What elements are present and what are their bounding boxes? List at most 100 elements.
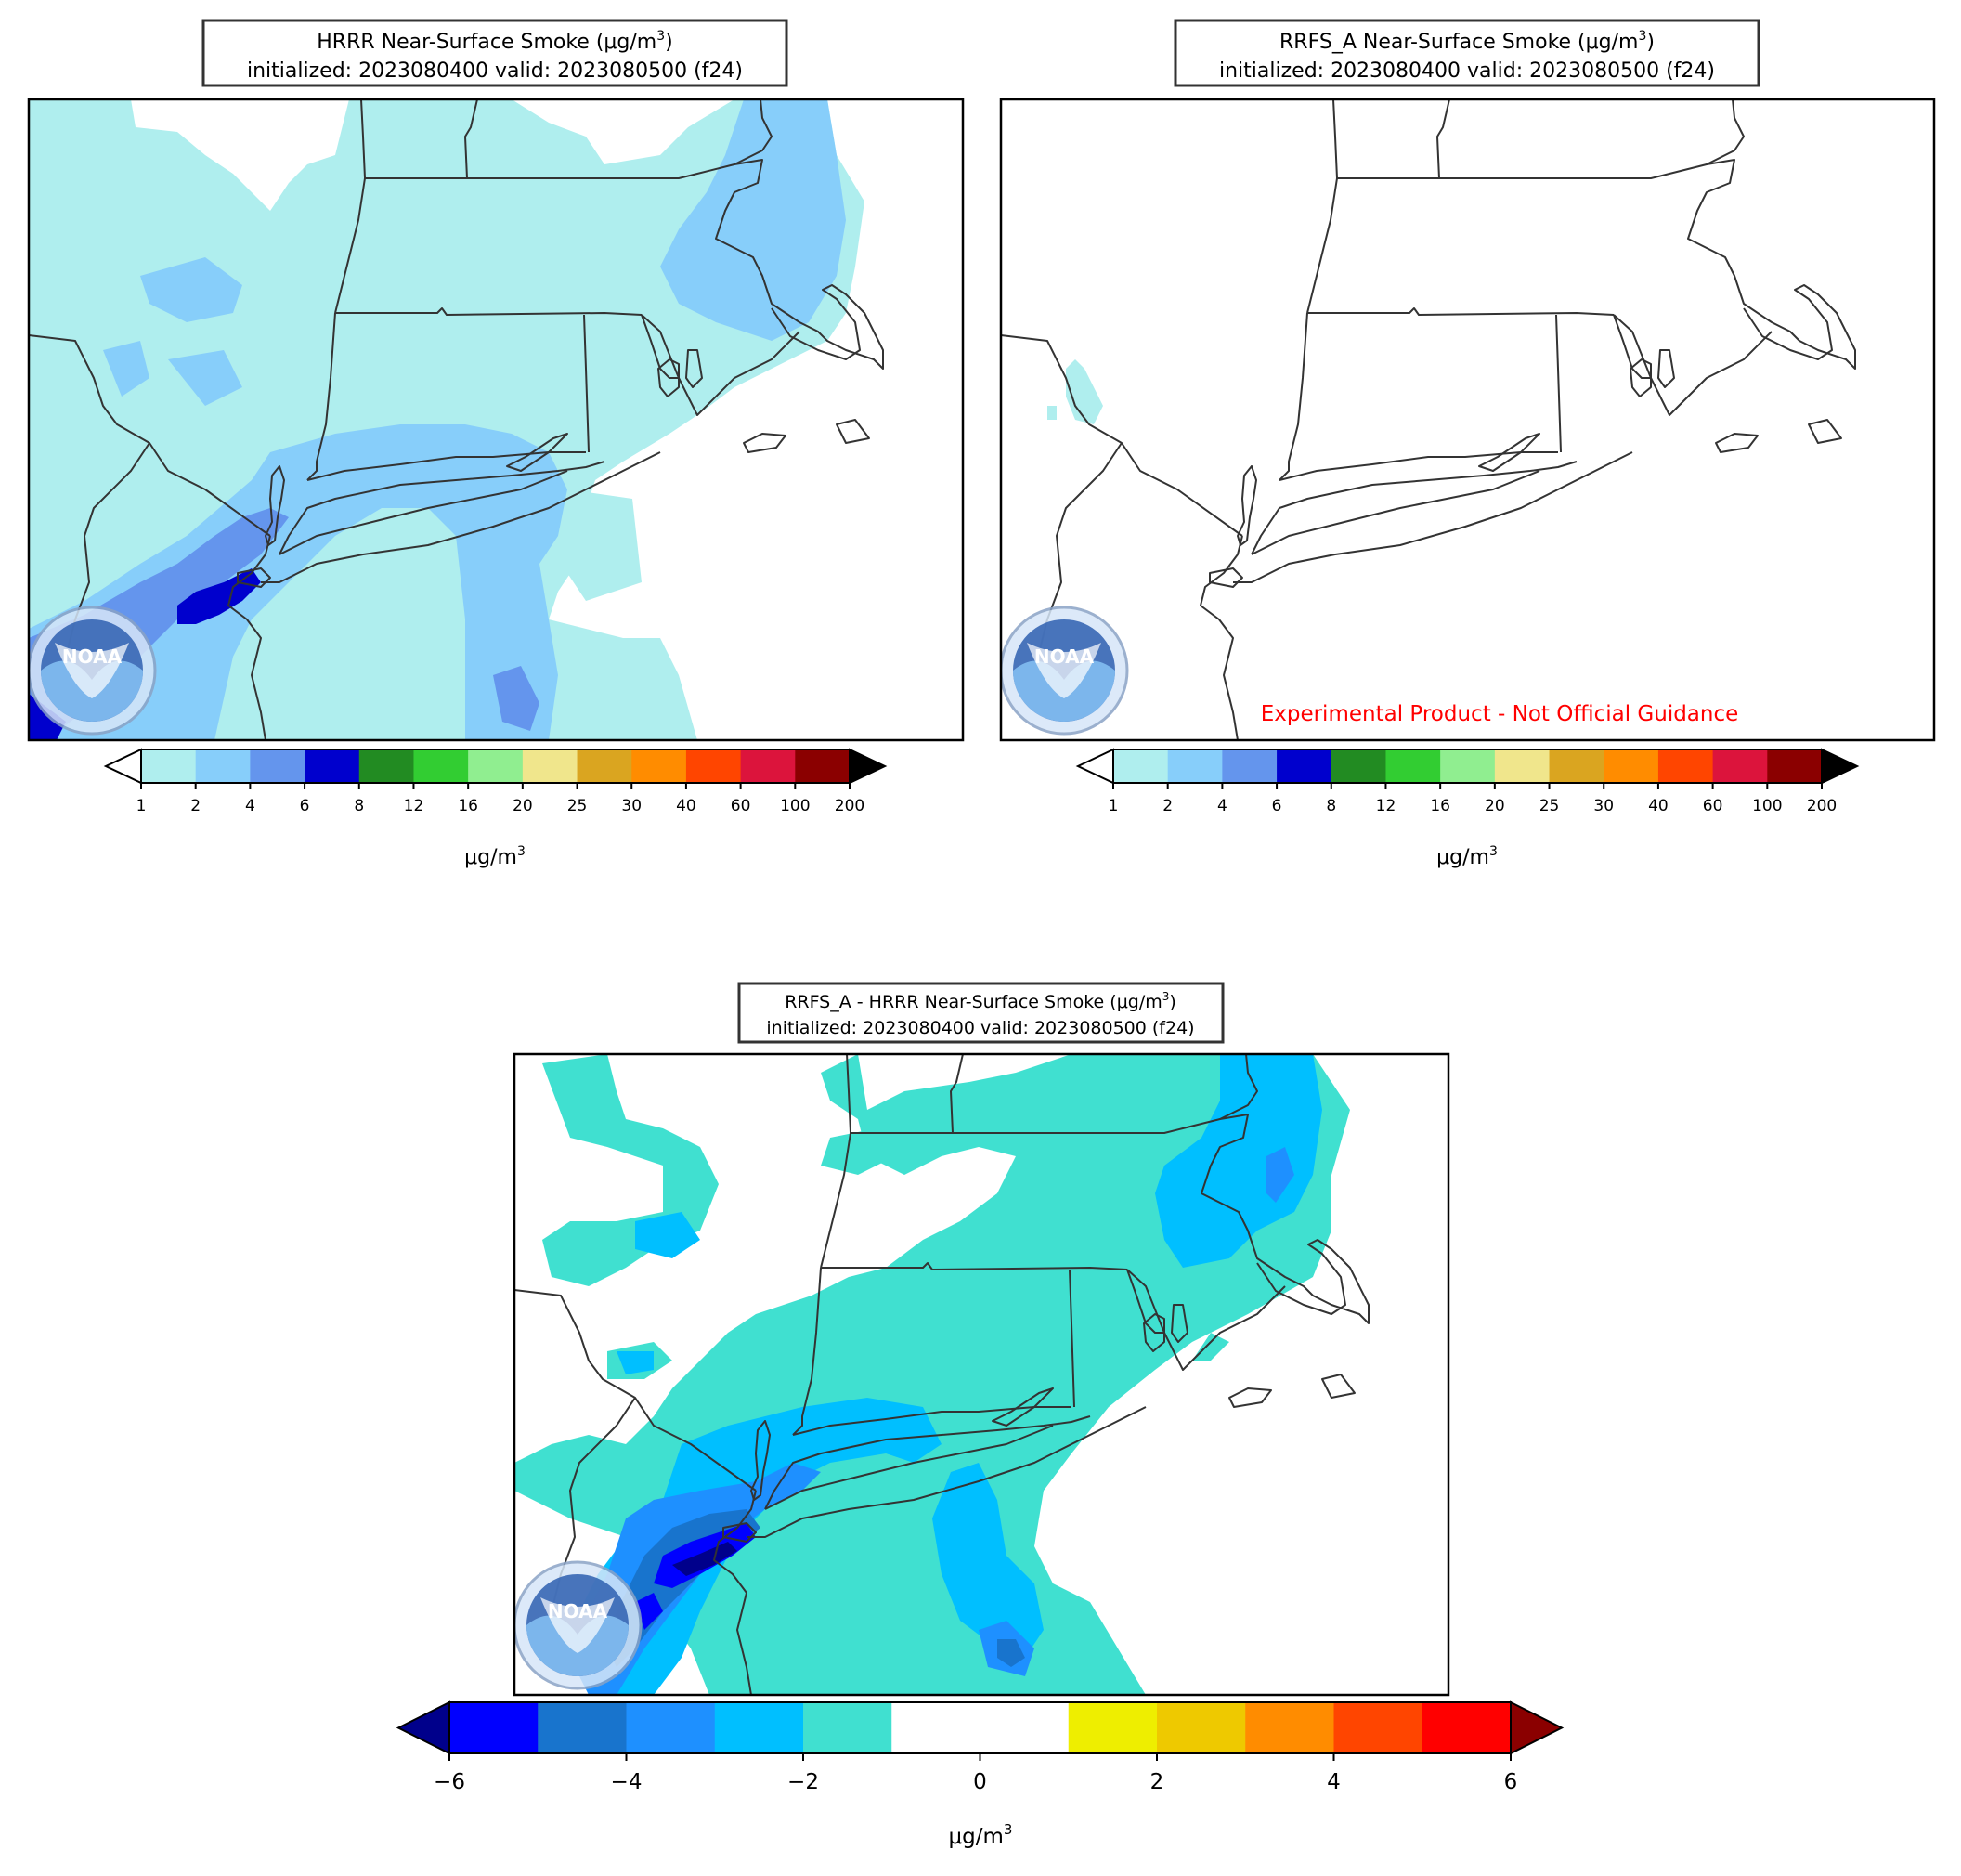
rrfs-colorbar-swatch xyxy=(1440,749,1496,783)
hrrr-colorbar-under-triangle xyxy=(103,748,142,785)
hrrr-colorbar-tick-label: 2 xyxy=(190,797,201,815)
diff-colorbar-swatch xyxy=(1068,1702,1158,1753)
diff-colorbar-swatch xyxy=(714,1702,804,1753)
hrrr-colorbar-swatch xyxy=(250,749,305,783)
hrrr-colorbar-tick-label: 1 xyxy=(136,797,147,815)
diff-colorbar: −6 −4 −2 0 2 4 6 xyxy=(396,1700,1565,1794)
svg-text:NOAA: NOAA xyxy=(548,1600,608,1622)
hrrr-colorbar-tick-label: 25 xyxy=(567,797,588,815)
diff-colorbar-swatch xyxy=(1157,1702,1246,1753)
hrrr-colorbar-over-triangle xyxy=(849,748,888,785)
hrrr-colorbar-swatch xyxy=(358,749,414,783)
svg-text:NOAA: NOAA xyxy=(62,645,123,668)
rrfs-colorbar-tick-label: 1 xyxy=(1109,797,1119,815)
rrfs-colorbar-swatch xyxy=(1385,749,1441,783)
hrrr-colorbar-tick-label: 12 xyxy=(404,797,424,815)
hrrr-colorbar-swatch xyxy=(522,749,578,783)
rrfs-colorbar-tick-label: 100 xyxy=(1752,797,1782,815)
rrfs-panel: RRFS_A Near-Surface Smoke (μg/m3) initia… xyxy=(999,19,1936,869)
diff-colorbar-tick-label: −4 xyxy=(611,1770,643,1794)
rrfs-colorbar-tick-label: 20 xyxy=(1485,797,1505,815)
rrfs-colorbar-swatch xyxy=(1167,749,1223,783)
hrrr-noaa-logo: NOAA xyxy=(29,606,157,736)
hrrr-colorbar-tick-label: 8 xyxy=(354,797,364,815)
rrfs-colorbar-swatch xyxy=(1222,749,1278,783)
rrfs-colorbar-swatch xyxy=(1331,749,1386,783)
diff-colorbar-tick-label: 6 xyxy=(1504,1770,1518,1794)
diff-colorbar-tick-label: −2 xyxy=(787,1770,819,1794)
rrfs-colorbar-label: μg/m3 xyxy=(1436,844,1498,869)
rrfs-colorbar-tick-label: 8 xyxy=(1326,797,1336,815)
diff-colorbar-tick-label: 0 xyxy=(973,1770,987,1794)
hrrr-title-box xyxy=(201,19,788,87)
rrfs-colorbar-tick-label: 6 xyxy=(1272,797,1282,815)
diff-colorbar-under-triangle xyxy=(396,1700,450,1755)
rrfs-smoke-light xyxy=(1047,359,1103,424)
rrfs-colorbar-swatch xyxy=(1712,749,1768,783)
rrfs-colorbar-under-triangle xyxy=(1075,748,1114,785)
diff-colorbar-swatch xyxy=(803,1702,892,1753)
rrfs-colorbar-tick-label: 60 xyxy=(1703,797,1723,815)
diff-title-box xyxy=(737,982,1225,1044)
rrfs-colorbar-swatch xyxy=(1277,749,1332,783)
hrrr-colorbar-tick-label: 60 xyxy=(731,797,751,815)
diff-colorbar-over-triangle xyxy=(1510,1700,1565,1755)
hrrr-map: NOAA xyxy=(29,99,963,740)
rrfs-colorbar-tick-label: 16 xyxy=(1430,797,1450,815)
hrrr-colorbar: 1 2 4 6 8 12 16 20 25 30 40 60 100 200 xyxy=(103,748,888,815)
hrrr-colorbar-swatch xyxy=(577,749,632,783)
diff-colorbar-swatch xyxy=(1422,1702,1512,1753)
diff-colorbar-swatch xyxy=(538,1702,627,1753)
rrfs-colorbar-tick-label: 2 xyxy=(1162,797,1173,815)
rrfs-colorbar: 1 2 4 6 8 12 16 20 25 30 40 60 100 200 xyxy=(1075,748,1860,815)
hrrr-colorbar-swatch xyxy=(141,749,197,783)
hrrr-colorbar-swatch xyxy=(413,749,469,783)
diff-colorbar-swatch xyxy=(891,1702,980,1753)
hrrr-colorbar-swatch xyxy=(305,749,360,783)
rrfs-map: NOAA xyxy=(1001,99,1934,740)
rrfs-title: RRFS_A Near-Surface Smoke (μg/m3) xyxy=(1279,29,1655,54)
hrrr-colorbar-tick-label: 200 xyxy=(835,797,864,815)
diff-colorbar-swatch xyxy=(1245,1702,1334,1753)
hrrr-colorbar-swatch xyxy=(631,749,687,783)
hrrr-colorbar-tick-label: 16 xyxy=(458,797,478,815)
rrfs-colorbar-tick-label: 30 xyxy=(1593,797,1614,815)
hrrr-subtitle: initialized: 2023080400 valid: 202308050… xyxy=(247,59,743,83)
diff-title: RRFS_A - HRRR Near-Surface Smoke (μg/m3) xyxy=(785,990,1176,1012)
diff-map-frame xyxy=(513,1052,1450,1697)
diff-panel: RRFS_A - HRRR Near-Surface Smoke (μg/m3)… xyxy=(396,982,1565,1849)
hrrr-colorbar-tick-label: 4 xyxy=(245,797,255,815)
diff-noaa-logo: NOAA xyxy=(514,1560,643,1690)
diff-colorbar-swatch xyxy=(449,1702,539,1753)
rrfs-colorbar-swatch xyxy=(1494,749,1551,783)
rrfs-colorbar-tick-label: 12 xyxy=(1376,797,1396,815)
hrrr-colorbar-tick-label: 100 xyxy=(780,797,810,815)
hrrr-colorbar-swatch xyxy=(195,749,251,783)
rrfs-colorbar-over-triangle xyxy=(1821,748,1860,785)
rrfs-noaa-logo: NOAA xyxy=(1001,606,1129,736)
hrrr-colorbar-swatch xyxy=(795,749,851,783)
rrfs-colorbar-tick-label: 40 xyxy=(1648,797,1669,815)
hrrr-colorbar-tick-label: 20 xyxy=(513,797,533,815)
diff-colorbar-tick-label: 4 xyxy=(1327,1770,1341,1794)
hrrr-colorbar-tick-label: 40 xyxy=(676,797,696,815)
diff-colorbar-swatch xyxy=(980,1702,1070,1753)
rrfs-colorbar-tick-label: 4 xyxy=(1217,797,1227,815)
hrrr-colorbar-label: μg/m3 xyxy=(464,844,526,869)
diff-navy xyxy=(672,1542,737,1576)
rrfs-colorbar-swatch xyxy=(1113,749,1169,783)
rrfs-colorbar-swatch xyxy=(1604,749,1659,783)
rrfs-colorbar-tick-label: 200 xyxy=(1807,797,1837,815)
hrrr-smoke-max xyxy=(29,568,261,740)
diff-colorbar-tick-label: −6 xyxy=(434,1770,465,1794)
hrrr-colorbar-swatch xyxy=(468,749,524,783)
diff-dodgerblue xyxy=(570,1147,1294,1695)
diff-colorbar-tick-label: 2 xyxy=(1150,1770,1164,1794)
hrrr-panel: HRRR Near-Surface Smoke (μg/m3) initiali… xyxy=(27,19,965,869)
hrrr-colorbar-swatch xyxy=(740,749,796,783)
rrfs-colorbar-swatch xyxy=(1657,749,1714,783)
rrfs-subtitle: initialized: 2023080400 valid: 202308050… xyxy=(1219,59,1715,83)
diff-colorbar-swatch xyxy=(626,1702,716,1753)
rrfs-colorbar-swatch xyxy=(1767,749,1823,783)
